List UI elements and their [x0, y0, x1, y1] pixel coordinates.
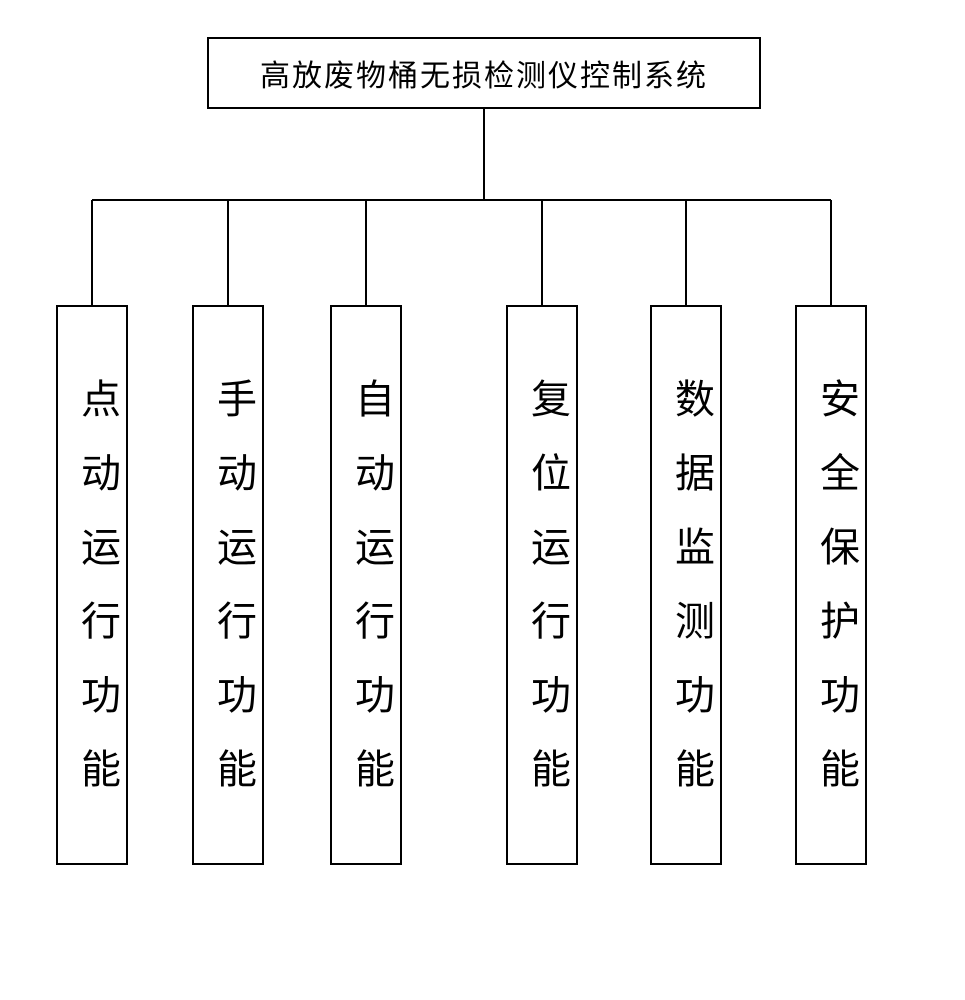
child-node-0: 点动运行功能 [56, 305, 128, 865]
child-node-4: 数据监测功能 [650, 305, 722, 865]
child-label-4: 数据监测功能 [662, 378, 720, 822]
child-label-0: 点动运行功能 [68, 378, 126, 822]
child-label-3: 复位运行功能 [518, 378, 576, 822]
child-node-5: 安全保护功能 [795, 305, 867, 865]
child-label-2: 自动运行功能 [342, 378, 400, 822]
child-label-1: 手动运行功能 [204, 378, 262, 822]
child-node-1: 手动运行功能 [192, 305, 264, 865]
child-node-3: 复位运行功能 [506, 305, 578, 865]
child-label-5: 安全保护功能 [807, 378, 865, 822]
diagram-container: 高放废物桶无损检测仪控制系统 点动运行功能 手动运行功能 自动运行功能 复位运行功能 数… [0, 0, 965, 1000]
root-node: 高放废物桶无损检测仪控制系统 [207, 37, 761, 109]
root-label: 高放废物桶无损检测仪控制系统 [260, 51, 708, 95]
child-node-2: 自动运行功能 [330, 305, 402, 865]
